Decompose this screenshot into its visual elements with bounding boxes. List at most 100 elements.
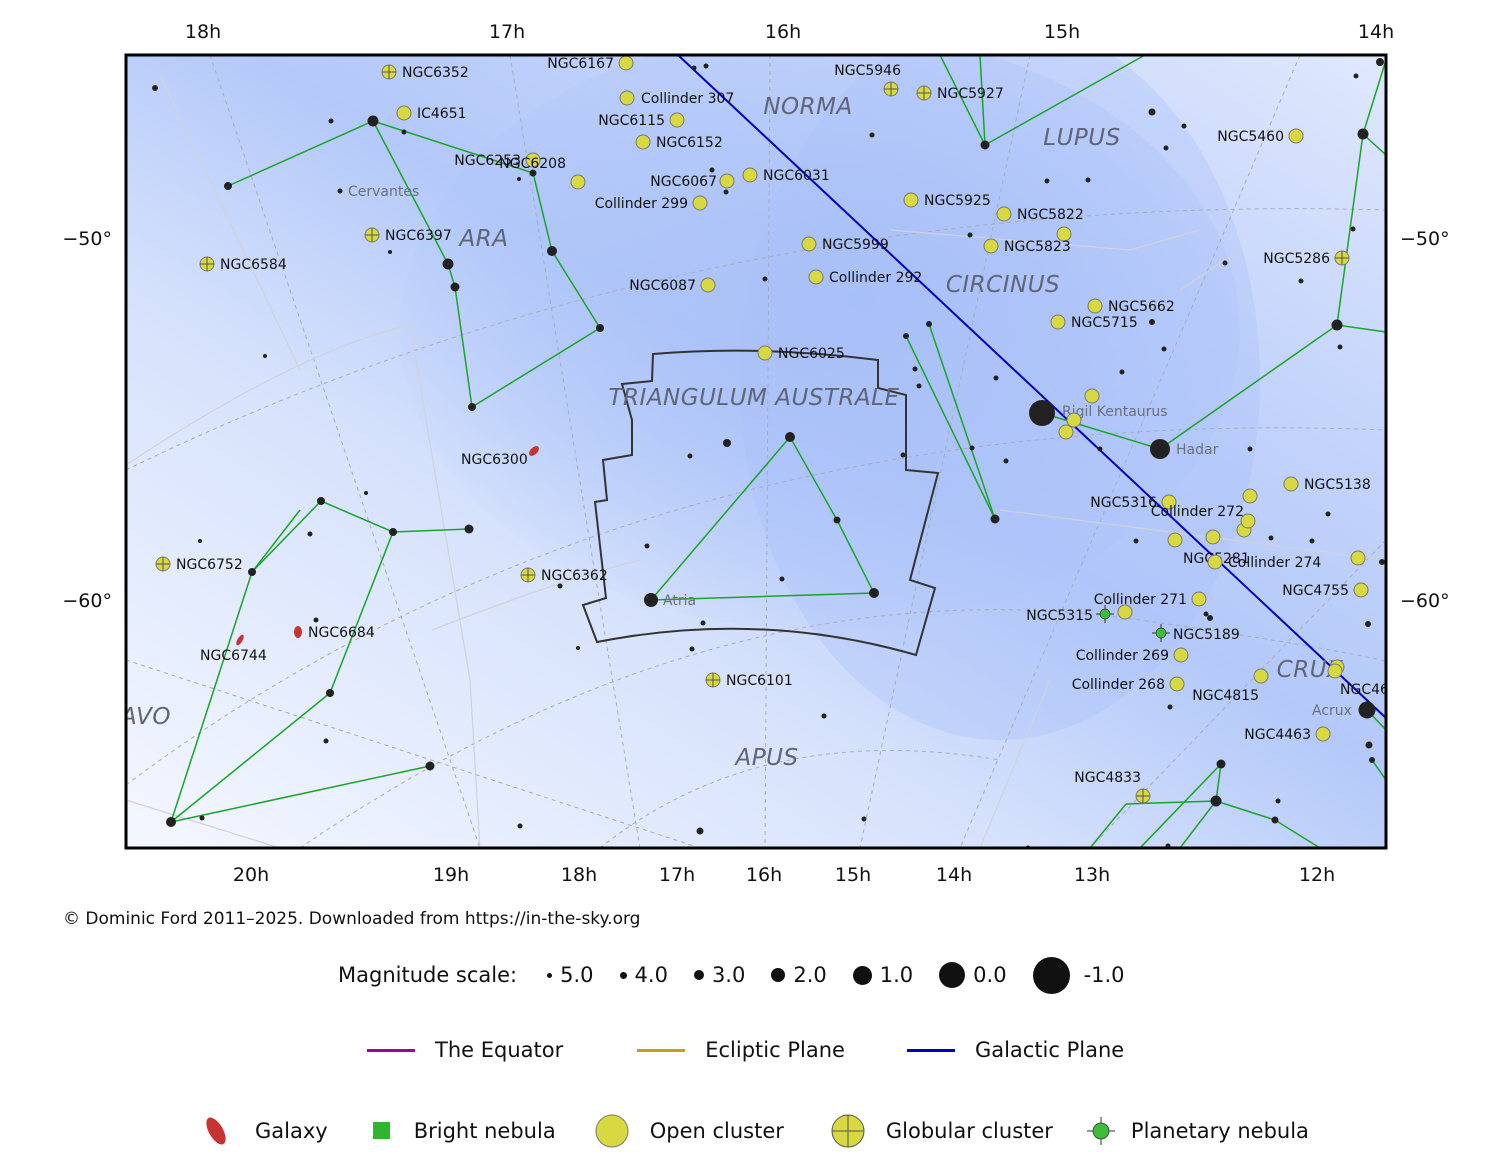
star — [993, 375, 999, 381]
open-cluster-icon — [801, 236, 817, 252]
open-cluster-icon — [669, 112, 685, 128]
object-label: Collinder 299 — [595, 196, 688, 212]
object-label: NGC5286 — [1263, 251, 1330, 267]
globular-cluster-icon — [883, 81, 899, 97]
star — [869, 132, 875, 138]
legend-label: Ecliptic Plane — [705, 1038, 845, 1062]
magnitude-dot-icon — [619, 971, 627, 979]
star — [1357, 128, 1369, 140]
milky-way-glow — [400, 55, 1240, 630]
magnitude-value: 1.0 — [879, 963, 914, 987]
star — [821, 713, 827, 719]
copyright-text: © Dominic Ford 2011–2025. Downloaded fro… — [63, 909, 641, 929]
legend-label: Open cluster — [649, 1119, 784, 1143]
legend-label: Bright nebula — [413, 1119, 556, 1143]
star-acrux — [1358, 701, 1376, 719]
planetary-nebula-icon — [1152, 624, 1170, 642]
galactic-line-icon — [906, 1048, 955, 1052]
star — [166, 817, 176, 827]
star — [1207, 615, 1213, 621]
open-cluster-icon — [1350, 550, 1366, 566]
object-label: NGC6115 — [598, 113, 665, 129]
object-label: NGC5715 — [1071, 315, 1138, 331]
globular-cluster-icon — [916, 85, 932, 101]
star — [1268, 535, 1274, 541]
star — [389, 528, 397, 536]
object-label: NGC4609 — [1340, 682, 1407, 698]
star — [1181, 123, 1187, 129]
object-label: NGC5662 — [1108, 299, 1175, 315]
star — [198, 539, 202, 543]
object-label: NGC4755 — [1282, 583, 1349, 599]
legend-galaxy: Galaxy — [203, 1113, 328, 1149]
star — [1148, 108, 1156, 116]
object-label: NGC6684 — [308, 625, 375, 641]
star — [517, 823, 523, 829]
star — [1337, 344, 1343, 350]
star — [723, 439, 731, 447]
object-label: NGC5946 — [834, 63, 901, 79]
magnitude-dot-icon — [547, 972, 553, 978]
star — [869, 588, 879, 598]
globular-cluster-icon — [520, 567, 536, 583]
star — [990, 514, 1000, 524]
legend-label: Planetary nebula — [1130, 1119, 1309, 1143]
star — [1085, 177, 1091, 183]
star — [1353, 73, 1359, 79]
ra-bottom-label: 14h — [936, 864, 972, 886]
galaxy-icon — [529, 446, 539, 456]
galactic-plane-line — [677, 55, 1386, 719]
constellation-name: AVO — [119, 704, 171, 730]
open-cluster-icon — [742, 167, 758, 183]
star — [323, 738, 329, 744]
open-cluster-icon — [1167, 532, 1183, 548]
open-cluster-icon — [1050, 314, 1066, 330]
star — [529, 169, 537, 177]
constellation-name: ARA — [458, 226, 509, 252]
object-label: Collinder 268 — [1072, 677, 1165, 693]
star — [1309, 538, 1315, 544]
legend-ecliptic: Ecliptic Plane — [637, 1038, 845, 1062]
magnitude-value: -1.0 — [1083, 963, 1125, 987]
magnitude-dot-icon — [1032, 956, 1070, 994]
star — [1161, 346, 1167, 352]
star — [916, 383, 922, 389]
ra-top-label: 15h — [1044, 21, 1080, 43]
equator-line-icon — [367, 1048, 415, 1052]
ra-bottom-label: 19h — [433, 864, 469, 886]
star — [450, 282, 460, 292]
magnitude-item: 2.0 — [771, 963, 827, 987]
constellation-name: NORMA — [763, 94, 852, 120]
magnitude-item: 1.0 — [852, 963, 914, 987]
legend-galactic: Galactic Plane — [906, 1038, 1124, 1062]
star-rigil-kentaurus — [1029, 400, 1055, 426]
dec-right-label: −60° — [1400, 590, 1450, 612]
globular-cluster-icon — [705, 672, 721, 688]
star — [1365, 741, 1373, 749]
star — [687, 453, 693, 459]
globular-cluster-icon — [831, 1114, 865, 1148]
star — [328, 118, 334, 124]
object-label: NGC6752 — [176, 557, 243, 573]
star — [861, 816, 867, 822]
globular-cluster-icon — [155, 556, 171, 572]
magnitude-item: 3.0 — [693, 963, 745, 987]
ra-top-label: 16h — [765, 21, 801, 43]
object-label: NGC6397 — [385, 228, 452, 244]
magnitude-dot-icon — [852, 965, 872, 985]
open-cluster-icon — [1353, 582, 1369, 598]
star — [307, 531, 313, 537]
object-label: NGC6300 — [461, 452, 528, 468]
star — [1247, 446, 1253, 452]
star — [199, 815, 205, 821]
star — [1097, 446, 1103, 452]
open-cluster-icon — [1056, 226, 1072, 242]
galaxies — [236, 446, 539, 646]
constellation-boundaries — [126, 74, 1386, 848]
object-label: NGC4463 — [1244, 727, 1311, 743]
ra-top-label: 18h — [185, 21, 221, 43]
star — [1133, 538, 1139, 544]
star — [364, 491, 368, 495]
open-cluster-icon — [1240, 513, 1256, 529]
open-cluster-icon — [1205, 529, 1221, 545]
